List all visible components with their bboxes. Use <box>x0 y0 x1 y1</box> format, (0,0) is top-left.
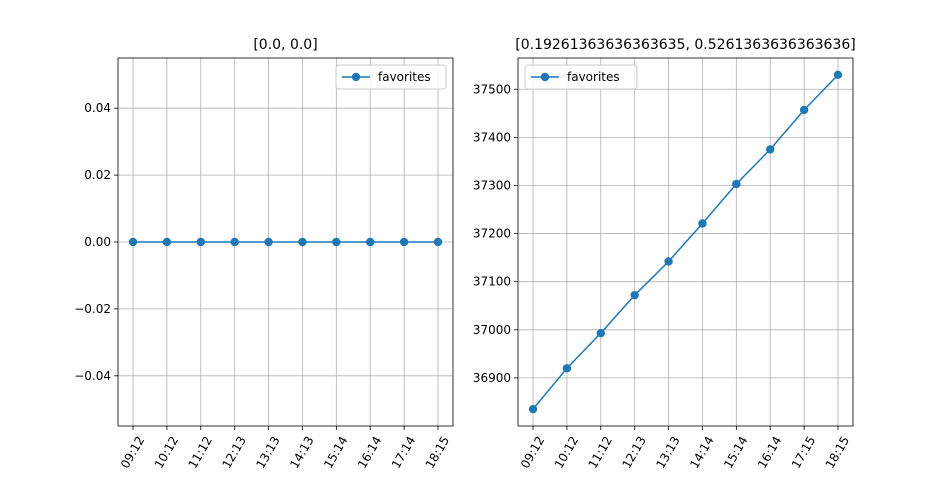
y-tick-label: 37500 <box>473 82 511 96</box>
data-point <box>399 237 409 247</box>
legend-label: favorites <box>378 70 431 84</box>
x-tick-label: 10:12 <box>152 434 181 471</box>
x-tick-label: 18:15 <box>423 434 452 471</box>
data-point <box>264 237 273 247</box>
legend-box <box>524 64 638 90</box>
legend-box <box>335 64 447 90</box>
data-point <box>766 145 775 154</box>
x-tick-label: 16:14 <box>755 434 784 471</box>
data-point <box>433 237 443 247</box>
legend: favorites <box>524 64 638 90</box>
y-tick-label: 0.04 <box>84 101 111 115</box>
y-tick-label: 36900 <box>473 371 511 385</box>
y-tick-label: −0.02 <box>74 302 111 316</box>
y-tick-label: −0.04 <box>74 369 111 383</box>
y-tick-label: 37100 <box>473 275 511 289</box>
data-point <box>196 237 205 247</box>
x-tick-label: 15:14 <box>321 434 350 471</box>
data-point <box>562 364 572 373</box>
x-tick-label: 14:14 <box>687 434 716 471</box>
x-tick-label: 09:12 <box>118 434 147 471</box>
legend: favorites <box>335 64 447 90</box>
data-point <box>698 219 707 228</box>
y-tick-label: 37200 <box>473 227 511 241</box>
data-point <box>833 70 843 80</box>
y-tick-label: 37300 <box>473 178 511 192</box>
x-tick-label: 14:13 <box>287 434 316 471</box>
data-point <box>162 237 172 247</box>
legend-swatch-marker <box>540 72 550 82</box>
y-tick-label: 0.00 <box>84 235 111 249</box>
subplot-2: 36900 37000 37100 37200 37300 37400 37500 09:12… <box>473 37 856 471</box>
data-point <box>528 404 538 414</box>
x-tick-label: 15:14 <box>721 434 750 471</box>
data-point <box>664 257 673 266</box>
x-tick-label: 13:13 <box>253 434 282 471</box>
x-tick-label: 11:12 <box>186 434 215 471</box>
data-point <box>630 290 639 300</box>
y-tick-label: 37000 <box>473 323 511 337</box>
x-tick-label: 18:15 <box>823 434 852 471</box>
y-tick-label: 37400 <box>473 130 511 144</box>
x-tick-label: 17:14 <box>389 434 418 471</box>
legend-swatch-marker <box>351 72 361 82</box>
data-point <box>298 237 307 247</box>
subplot-1: −0.04 −0.02 0.00 0.02 0.04 09:12 10:12 11:12 12:… <box>74 37 454 471</box>
data-point <box>596 328 605 338</box>
chart-title: [0.0, 0.0] <box>253 37 317 53</box>
axes-frame <box>517 57 854 427</box>
data-point <box>732 179 741 189</box>
x-tick-label: 10:12 <box>552 434 581 471</box>
x-tick-label: 16:14 <box>355 434 384 471</box>
series-line <box>532 74 839 410</box>
x-tick-label: 12:13 <box>619 434 648 471</box>
x-tick-label: 09:12 <box>518 434 547 471</box>
data-point <box>799 105 809 115</box>
chart-title: [0.19261363636363635, 0.5261363636363636… <box>515 37 855 53</box>
x-tick-label: 13:13 <box>653 434 682 471</box>
x-tick-label: 11:12 <box>586 434 615 471</box>
x-tick-label: 17:15 <box>789 434 818 471</box>
data-point <box>230 237 239 247</box>
data-point <box>128 237 138 247</box>
data-point <box>366 237 375 247</box>
legend-label: favorites <box>567 70 620 84</box>
data-point <box>332 237 341 247</box>
x-tick-label: 12:13 <box>219 434 248 471</box>
y-tick-label: 0.02 <box>84 168 111 182</box>
